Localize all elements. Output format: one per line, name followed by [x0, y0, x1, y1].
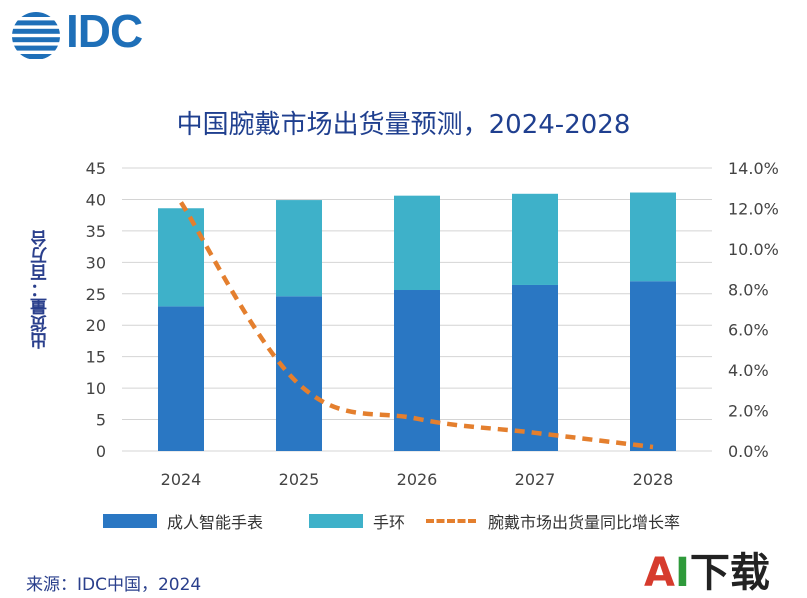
- bar-smartwatch-2024: [158, 306, 204, 451]
- y2-tick-label: 0.0%: [728, 442, 769, 461]
- y-tick-label: 30: [86, 253, 106, 272]
- y-tick-label: 40: [86, 190, 106, 209]
- x-tick-label: 2026: [397, 470, 438, 489]
- watermark-i: I: [675, 550, 690, 596]
- chart-title: 中国腕戴市场出货量预测，2024-2028: [0, 104, 807, 141]
- idc-globe-icon: [12, 12, 60, 59]
- y-tick-label: 45: [86, 159, 106, 178]
- x-tick-label: 2028: [633, 470, 674, 489]
- y2-tick-label: 12.0%: [728, 199, 779, 218]
- x-tick-label: 2027: [515, 470, 556, 489]
- y2-tick-label: 8.0%: [728, 280, 769, 299]
- bar-smartwatch-2026: [394, 290, 440, 451]
- x-tick-label: 2024: [161, 470, 202, 489]
- bar-band-2024: [158, 208, 204, 306]
- source-note: 来源：IDC中国，2024: [26, 570, 201, 595]
- y-tick-label: 20: [86, 316, 106, 335]
- bar-band-2025: [276, 200, 322, 296]
- y2-tick-label: 10.0%: [728, 240, 779, 259]
- x-tick-label: 2025: [279, 470, 320, 489]
- y-axis-label: 出货量：百万台: [28, 190, 56, 390]
- watermark-logo: AI下载: [644, 540, 770, 598]
- watermark-rest: 下载: [690, 550, 770, 596]
- y2-tick-label: 4.0%: [728, 361, 769, 380]
- legend-item-band: 手环: [309, 509, 405, 533]
- idc-logo-text: IDC: [66, 4, 142, 58]
- bar-band-2028: [630, 193, 676, 282]
- legend-swatch-growth: [426, 519, 476, 523]
- bar-smartwatch-2025: [276, 296, 322, 451]
- bar-band-2027: [512, 194, 558, 285]
- legend-item-growth: 腕戴市场出货量同比增长率: [426, 509, 680, 533]
- legend-label-growth: 腕戴市场出货量同比增长率: [488, 509, 680, 533]
- y-tick-label: 15: [86, 348, 106, 367]
- legend-swatch-smartwatch: [103, 514, 157, 528]
- y2-tick-label: 6.0%: [728, 321, 769, 340]
- y2-tick-label: 14.0%: [728, 159, 779, 178]
- legend-label-smartwatch: 成人智能手表: [167, 509, 263, 533]
- y-tick-label: 5: [96, 411, 106, 430]
- y-tick-label: 25: [86, 285, 106, 304]
- y-tick-label: 35: [86, 222, 106, 241]
- bar-smartwatch-2027: [512, 285, 558, 451]
- y2-tick-label: 2.0%: [728, 402, 769, 421]
- legend: 成人智能手表 手环 腕戴市场出货量同比增长率: [0, 509, 807, 533]
- y-tick-label: 0: [96, 442, 106, 461]
- watermark-a: A: [644, 550, 675, 596]
- bar-band-2026: [394, 196, 440, 290]
- legend-item-smartwatch: 成人智能手表: [103, 509, 263, 533]
- legend-swatch-band: [309, 514, 363, 528]
- y-tick-label: 10: [86, 379, 106, 398]
- legend-label-band: 手环: [373, 509, 405, 533]
- bar-smartwatch-2028: [630, 281, 676, 451]
